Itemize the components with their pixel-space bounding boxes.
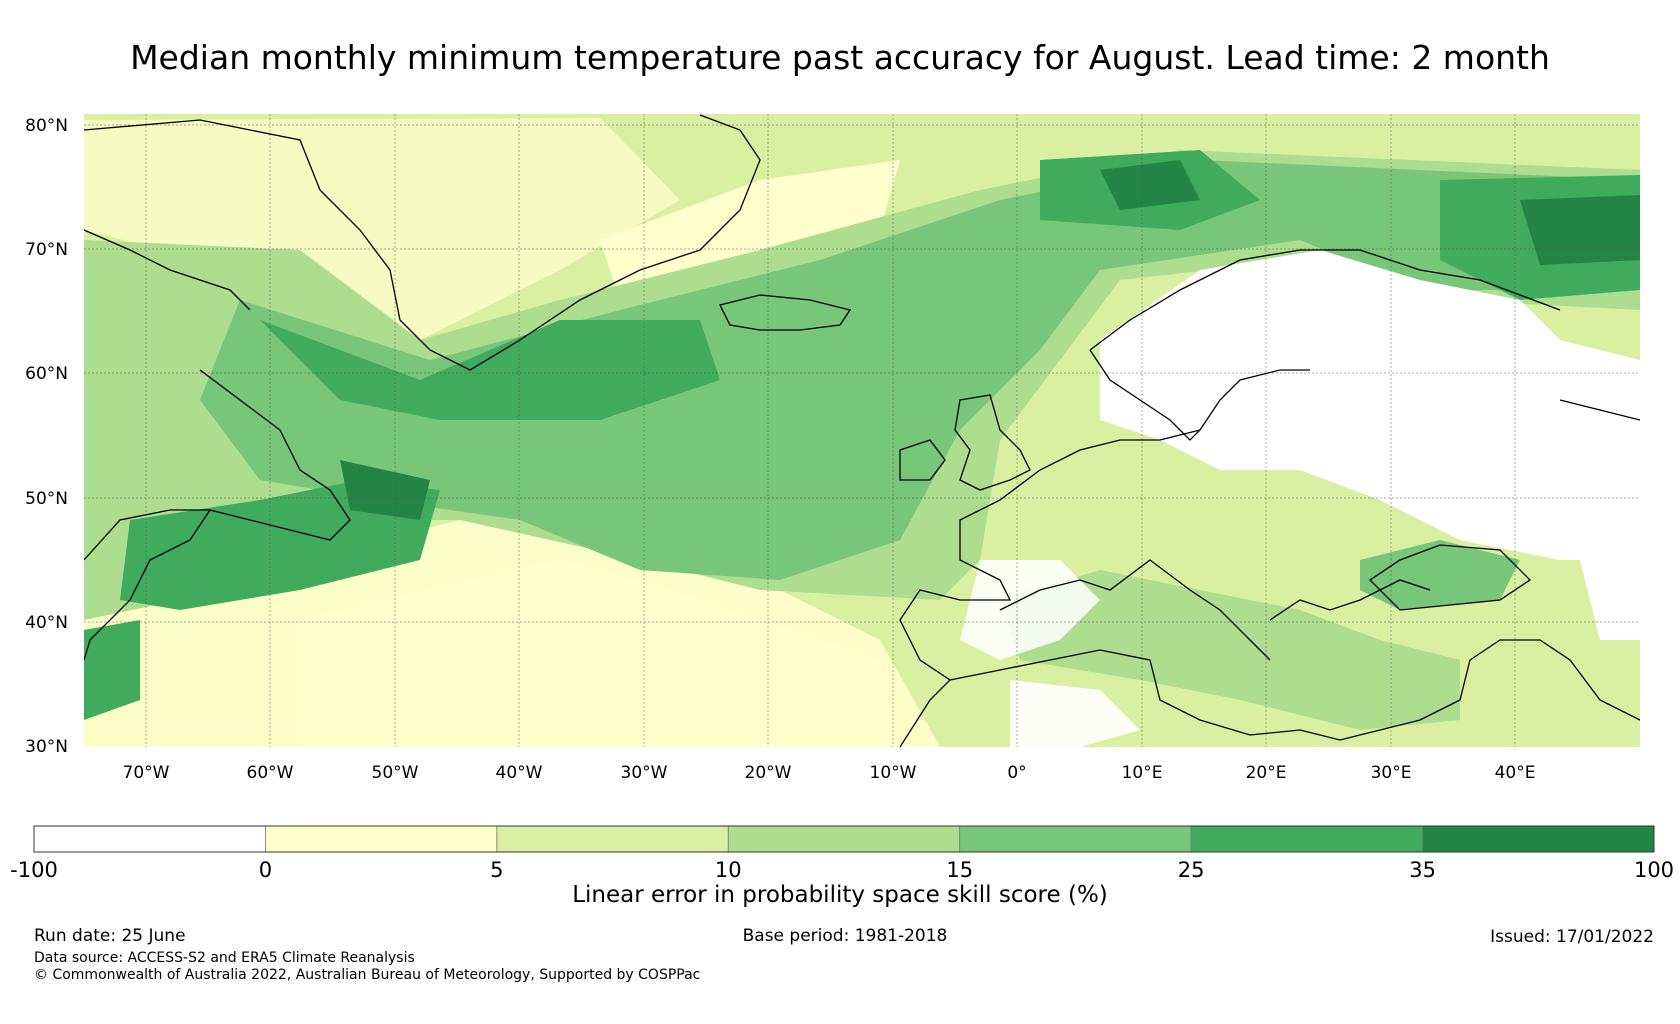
graticule bbox=[84, 114, 1640, 747]
latitude-labels: 80°N 70°N 60°N 50°N 40°N 30°N bbox=[25, 116, 68, 757]
lon-label: 20°E bbox=[1246, 763, 1287, 783]
colorbar-outline bbox=[33, 825, 1655, 853]
colorbar-swatch bbox=[265, 825, 498, 853]
lon-label: 30°E bbox=[1371, 763, 1412, 783]
run-date: Run date: 25 June bbox=[34, 926, 186, 946]
lat-label: 50°N bbox=[25, 489, 68, 509]
lon-label: 10°E bbox=[1122, 763, 1163, 783]
longitude-labels: 70°W 60°W 50°W 40°W 30°W 20°W 10°W 0° 10… bbox=[123, 763, 1536, 783]
lon-label: 70°W bbox=[123, 763, 170, 783]
lat-label: 30°N bbox=[25, 737, 68, 757]
lon-label: 30°W bbox=[621, 763, 668, 783]
lon-label: 40°E bbox=[1495, 763, 1536, 783]
data-source: Data source: ACCESS-S2 and ERA5 Climate … bbox=[34, 950, 415, 966]
lon-label: 40°W bbox=[496, 763, 543, 783]
colorbar-tick-label: 5 bbox=[490, 858, 503, 882]
lat-label: 80°N bbox=[25, 116, 68, 136]
colorbar-swatch bbox=[1190, 825, 1423, 853]
map-title: Median monthly minimum temperature past … bbox=[130, 38, 1550, 77]
base-period: Base period: 1981-2018 bbox=[742, 926, 948, 946]
colorbar-swatch bbox=[1422, 825, 1655, 853]
colorbar-swatch bbox=[959, 825, 1192, 853]
colorbar: -100 0 5 10 15 25 35 100 bbox=[10, 825, 1674, 882]
colorbar-tick-label: 35 bbox=[1409, 858, 1436, 882]
lon-label: 10°W bbox=[870, 763, 917, 783]
colorbar-label: Linear error in probability space skill … bbox=[572, 882, 1108, 908]
lat-label: 70°N bbox=[25, 240, 68, 260]
coastlines bbox=[84, 114, 1640, 747]
issued-date: Issued: 17/01/2022 bbox=[1490, 927, 1654, 947]
copyright-notice: © Commonwealth of Australia 2022, Austra… bbox=[34, 967, 701, 983]
colorbar-tick-label: 15 bbox=[946, 858, 973, 882]
colorbar-tick-label: -100 bbox=[10, 858, 58, 882]
lon-label: 20°W bbox=[745, 763, 792, 783]
colorbar-swatch bbox=[727, 825, 961, 853]
lon-label: 60°W bbox=[247, 763, 294, 783]
colorbar-tick-label: 100 bbox=[1634, 858, 1674, 882]
colorbar-tick-label: 0 bbox=[259, 858, 272, 882]
lon-label: 0° bbox=[1007, 763, 1026, 783]
lat-label: 40°N bbox=[25, 613, 68, 633]
colorbar-swatch bbox=[33, 825, 266, 853]
lat-label: 60°N bbox=[25, 364, 68, 384]
colorbar-tick-label: 25 bbox=[1178, 858, 1205, 882]
lon-label: 50°W bbox=[372, 763, 419, 783]
colorbar-tick-label: 10 bbox=[715, 858, 742, 882]
skill-score-field bbox=[84, 114, 1640, 747]
colorbar-swatch bbox=[496, 825, 729, 853]
